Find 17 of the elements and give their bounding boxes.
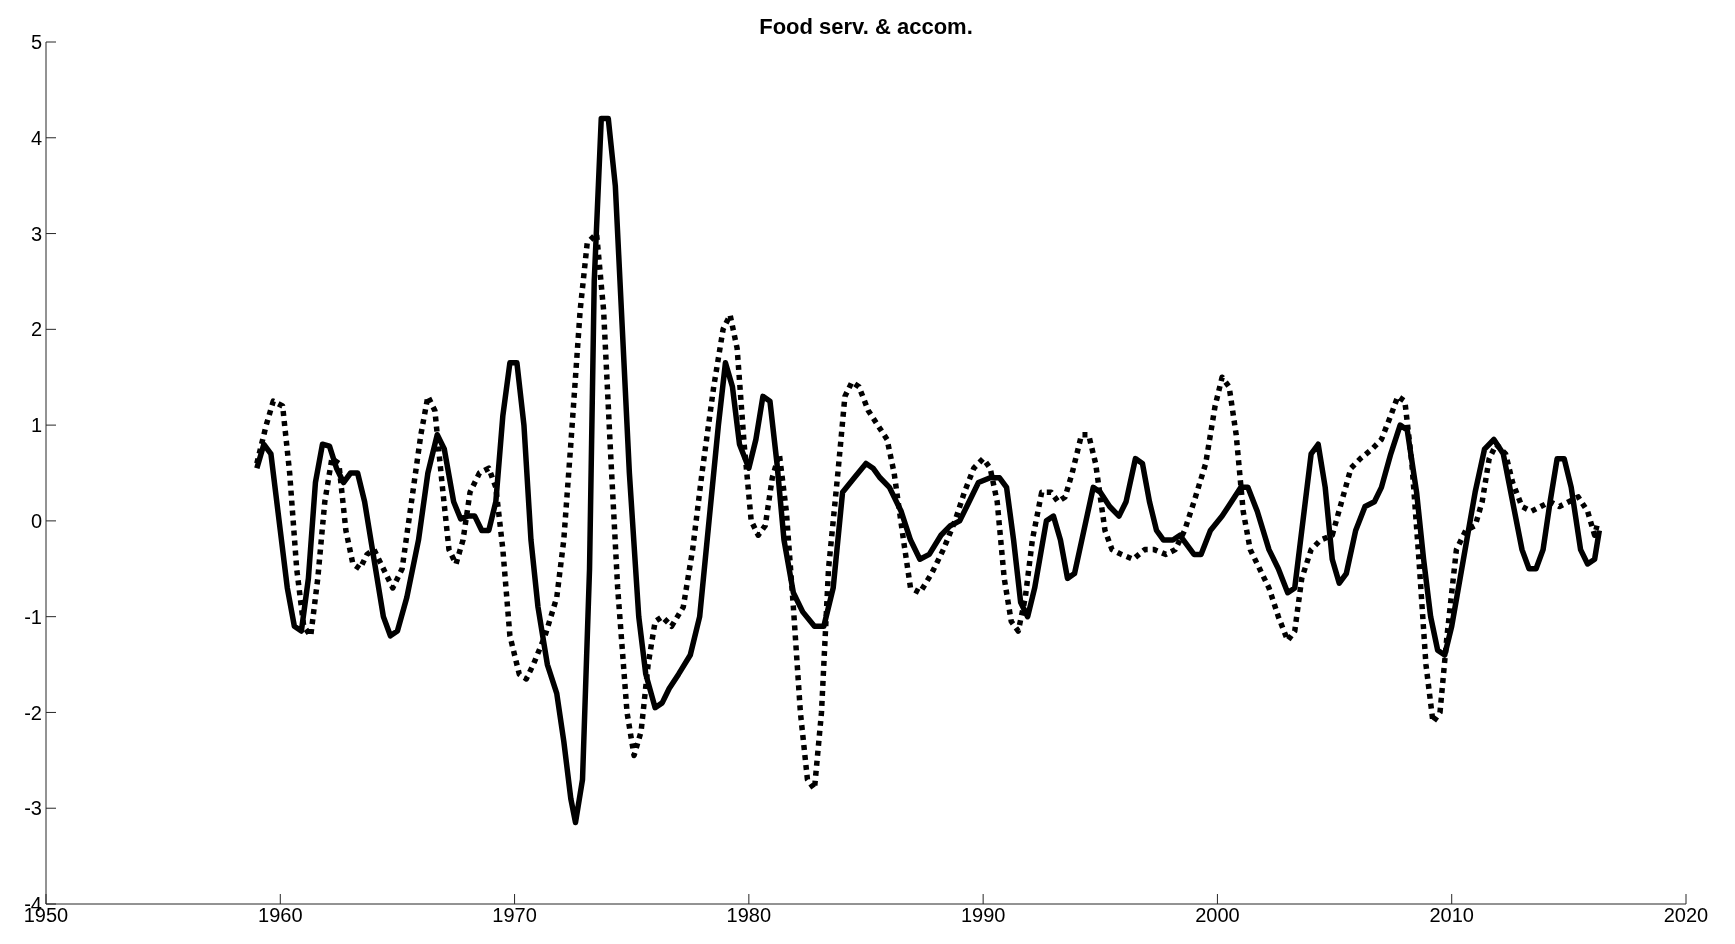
y-tick-label: 1 [30, 414, 42, 437]
x-tick-label: 2000 [1195, 904, 1240, 927]
y-tick-label: 0 [30, 509, 42, 532]
x-tick-label: 2020 [1663, 904, 1709, 927]
x-tick-label: 1960 [258, 904, 303, 927]
y-tick-label: 3 [30, 222, 42, 245]
x-tick-label: 2010 [1429, 904, 1474, 927]
x-tick-label: 1970 [492, 904, 537, 927]
y-tick-label: -1 [24, 605, 42, 628]
y-tick-label: -3 [24, 797, 42, 820]
x-tick-label: 1990 [960, 904, 1006, 927]
y-tick-label: -2 [24, 701, 42, 724]
y-tick-label: 4 [30, 126, 42, 149]
chart-title: Food serv. & accom. [758, 14, 974, 40]
x-tick-label: 1980 [726, 904, 772, 927]
y-tick-label: 5 [30, 31, 42, 54]
y-tick-label: 2 [30, 318, 42, 341]
